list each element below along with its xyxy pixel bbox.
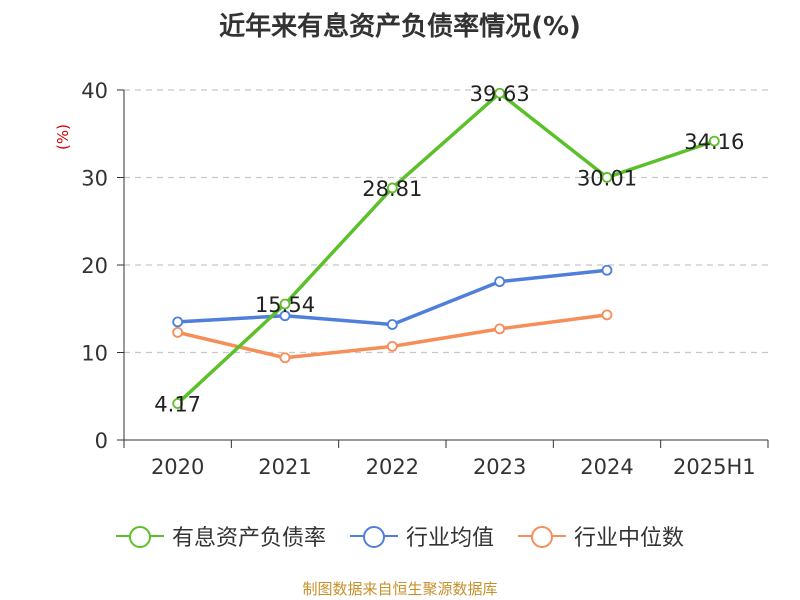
data-point-0 xyxy=(494,87,506,99)
y-tick-label: 30 xyxy=(81,167,108,191)
series-line-0 xyxy=(176,91,715,405)
legend-swatch-blue xyxy=(349,524,398,548)
data-point-2 xyxy=(494,323,506,335)
legend-item-industry-median[interactable]: 行业中位数 xyxy=(518,520,684,552)
x-tick-label: 2022 xyxy=(366,455,419,479)
legend: 有息资产负债率 行业均值 行业中位数 xyxy=(0,520,800,552)
data-label: 15.54 xyxy=(255,293,315,317)
x-tick-label: 2025H1 xyxy=(673,455,756,479)
chart-title: 近年来有息资产负债率情况(%) xyxy=(219,12,581,42)
data-source-note: 制图数据来自恒生聚源数据库 xyxy=(302,580,498,598)
legend-label: 行业中位数 xyxy=(574,526,685,551)
legend-swatch-orange xyxy=(518,524,566,548)
data-label: 4.17 xyxy=(154,393,201,417)
data-point-1 xyxy=(172,316,184,328)
data-point-0 xyxy=(708,135,720,147)
legend-label: 行业均值 xyxy=(405,526,494,551)
y-tick-label: 20 xyxy=(81,254,108,278)
x-tick-label: 2020 xyxy=(151,455,204,479)
y-tick-label: 40 xyxy=(81,79,108,103)
data-point-1 xyxy=(279,310,291,322)
data-label: 39.63 xyxy=(470,82,530,106)
data-point-1 xyxy=(494,276,506,288)
data-point-1 xyxy=(386,319,398,330)
series-line-1 xyxy=(177,268,608,327)
data-label: 30.01 xyxy=(577,166,637,190)
legend-label: 有息资产负债率 xyxy=(171,526,326,551)
data-label: 28.81 xyxy=(362,177,422,201)
data-point-2 xyxy=(279,352,291,364)
y-tick-label: 10 xyxy=(81,342,108,366)
data-point-1 xyxy=(601,264,613,276)
x-tick-label: 2024 xyxy=(580,455,633,479)
data-point-0 xyxy=(279,298,291,310)
data-point-0 xyxy=(601,172,613,183)
data-point-0 xyxy=(386,182,398,194)
data-point-2 xyxy=(172,326,184,338)
data-point-2 xyxy=(386,340,398,352)
data-point-0 xyxy=(172,398,184,409)
data-point-2 xyxy=(601,309,613,321)
y-tick-label: 0 xyxy=(95,429,108,453)
x-tick-label: 2023 xyxy=(473,455,526,479)
legend-swatch-green xyxy=(115,524,164,548)
legend-item-interest-bearing-debt-ratio[interactable]: 有息资产负债率 xyxy=(115,520,326,552)
x-tick-label: 2021 xyxy=(258,455,311,479)
data-label: 34.16 xyxy=(684,130,744,154)
legend-item-industry-mean[interactable]: 行业均值 xyxy=(349,520,494,552)
